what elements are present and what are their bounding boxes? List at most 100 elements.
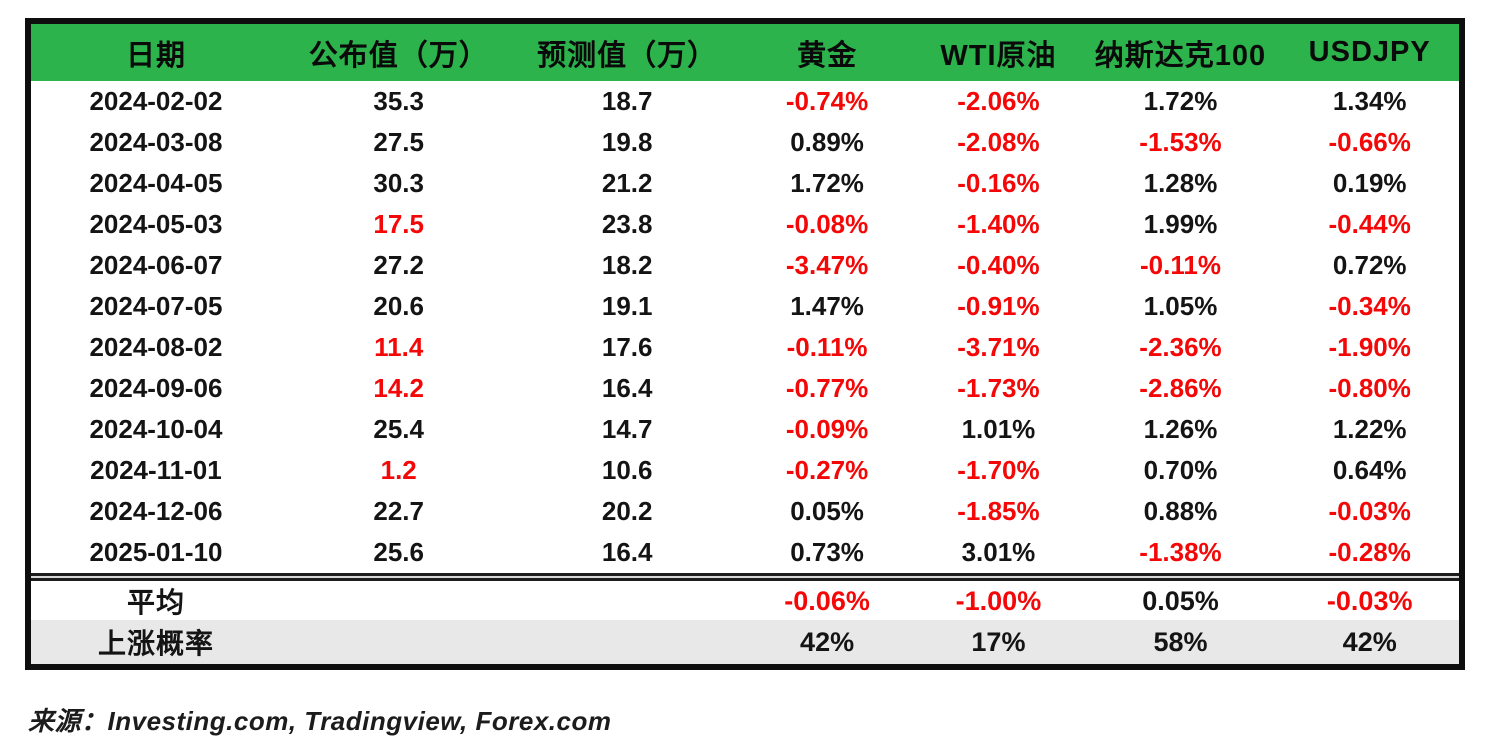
table-cell: 1.72% [790,168,864,198]
table-cell: 1.28% [1143,168,1218,198]
table-row: 平均 -0.06% -1.00% 0.05% -0.03% [31,581,1459,620]
table-cell: -0.44% [1328,209,1411,239]
table-row: 2024-09-06 14.2 16.4 -0.77% -1.73% -2.86… [31,368,1459,409]
table-cell: 2024-11-01 [90,455,222,485]
table-row: 2024-05-03 17.5 23.8 -0.08% -1.40% 1.99%… [31,204,1459,245]
table-cell: 0.88% [1143,496,1218,526]
table-cell: 1.22% [1332,414,1407,444]
table-cell: 42% [1342,626,1397,657]
table-cell: 0.64% [1332,455,1407,485]
table-cell: -1.53% [1139,127,1222,157]
source-text: Investing.com, Tradingview, Forex.com [107,706,612,736]
table-body: 2024-02-02 35.3 18.7 -0.74% -2.06% 1.72%… [31,81,1459,573]
table-row: 2024-07-05 20.6 19.1 1.47% -0.91% 1.05% … [31,286,1459,327]
table-cell: -0.66% [1328,127,1411,157]
table-cell: 25.6 [373,537,424,567]
table-cell: 0.73% [790,537,864,567]
table-cell: 0.05% [790,496,864,526]
double-line-separator [31,573,1459,581]
table-cell: 10.6 [601,455,653,485]
table-cell: 17.6 [601,332,653,362]
table-row: 2024-03-08 27.5 19.8 0.89% -2.08% -1.53%… [31,122,1459,163]
table-cell: -0.27% [785,455,869,485]
table-cell: 1.05% [1143,291,1218,321]
source-label: 来源： [28,706,108,736]
table-cell: 23.8 [601,209,653,239]
table-cell: -0.09% [785,414,869,444]
table-cell: 17% [971,626,1026,657]
table-cell: -2.86% [1139,373,1222,403]
payrolls-reaction-table: 日期 公布值（万） 预测值（万） 黄金 WTI原油 纳斯达克100 USDJPY… [25,18,1465,670]
column-header-date: 日期 [125,39,186,72]
table-cell: -0.28% [1328,537,1411,567]
table-cell: 0.19% [1332,168,1407,198]
table-cell: 22.7 [373,496,424,526]
table-cell: 2024-04-05 [89,168,223,198]
table-cell: -1.70% [957,455,1040,485]
table-cell: -0.91% [957,291,1040,321]
table-cell: -0.06% [784,585,870,616]
table-cell: -1.73% [957,373,1040,403]
table-cell: -0.77% [785,373,869,403]
table-header-row: 日期 公布值（万） 预测值（万） 黄金 WTI原油 纳斯达克100 USDJPY [31,24,1459,81]
table-cell: 1.34% [1332,86,1407,116]
column-header-published: 公布值（万） [308,39,489,72]
column-header-gold: 黄金 [797,39,858,72]
table-cell: -1.90% [1328,332,1411,362]
table-cell: 14.2 [373,373,424,403]
table-cell: 2024-08-02 [89,332,223,362]
table-cell: -1.00% [955,585,1042,616]
table-cell: 27.5 [373,127,424,157]
table-cell: 20.6 [373,291,424,321]
table-cell: -0.11% [786,332,868,362]
table-cell: 30.3 [373,168,424,198]
table-cell: 27.2 [373,250,424,280]
table-cell: -1.40% [957,209,1040,239]
table-cell: -0.08% [785,209,869,239]
source-attribution: 来源：Investing.com, Tradingview, Forex.com [28,701,611,738]
table-cell: -0.40% [957,250,1040,280]
table-cell: 1.47% [790,291,864,321]
table-cell: 25.4 [373,414,424,444]
table-cell: 35.3 [373,86,424,116]
table-cell: 20.2 [601,496,653,526]
table-cell: 2024-07-05 [89,291,223,321]
table-cell: 2024-12-06 [89,496,223,526]
table-cell: -1.85% [957,496,1040,526]
table-cell: 上涨概率 [97,628,214,659]
table-cell: 58% [1153,626,1208,657]
table-cell: 1.99% [1143,209,1218,239]
table-row: 2024-06-07 27.2 18.2 -3.47% -0.40% -0.11… [31,245,1459,286]
table-cell: 14.7 [601,414,653,444]
table-cell: -2.06% [957,86,1040,116]
table-row: 2024-02-02 35.3 18.7 -0.74% -2.06% 1.72%… [31,81,1459,122]
table-cell: 19.1 [601,291,653,321]
table-cell: -0.74% [785,86,869,116]
table-cell: -0.34% [1328,291,1411,321]
table-cell: 2024-03-08 [89,127,223,157]
table-cell: 2024-05-03 [89,209,223,239]
table-row: 2024-08-02 11.4 17.6 -0.11% -3.71% -2.36… [31,327,1459,368]
table-cell: 1.01% [961,414,1036,444]
table-cell: 16.4 [601,537,653,567]
table-cell: 0.70% [1143,455,1218,485]
table-cell: 2024-10-04 [89,414,223,444]
table-cell: 42% [800,626,855,657]
table-cell: -0.03% [1328,496,1411,526]
table-cell: 2024-06-07 [89,250,223,280]
table-cell: -0.80% [1328,373,1411,403]
column-header-forecast: 预测值（万） [537,39,718,72]
table-cell: 21.2 [601,168,653,198]
table-cell: 1.26% [1143,414,1218,444]
table-cell: 2024-02-02 [89,86,223,116]
table-cell: -3.71% [957,332,1040,362]
table-cell: -0.16% [957,168,1040,198]
table-cell: 0.72% [1332,250,1407,280]
table-cell: 17.5 [373,209,424,239]
table-row: 上涨概率 42% 17% 58% 42% [31,620,1459,664]
column-header-usdjpy: USDJPY [1308,36,1431,68]
table-cell: 18.2 [601,250,653,280]
table-row: 2025-01-10 25.6 16.4 0.73% 3.01% -1.38% … [31,532,1459,573]
table-row: 2024-10-04 25.4 14.7 -0.09% 1.01% 1.26% … [31,409,1459,450]
table-row: 2024-04-05 30.3 21.2 1.72% -0.16% 1.28% … [31,163,1459,204]
